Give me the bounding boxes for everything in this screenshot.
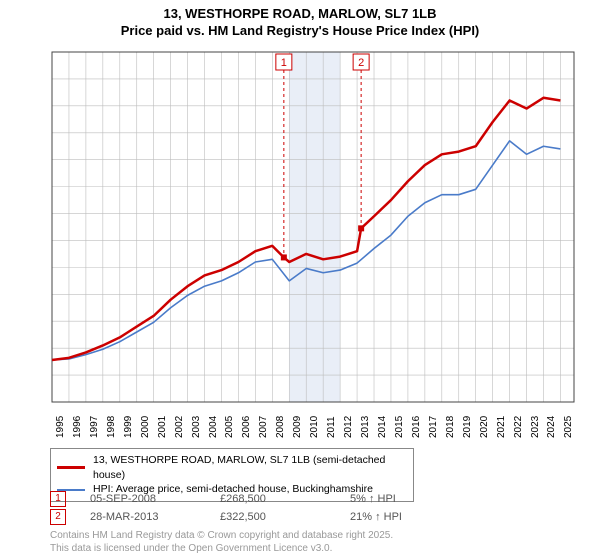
- marker-price-1: £268,500: [220, 493, 350, 505]
- line-chart: £0£50K£100K£150K£200K£250K£300K£350K£400…: [50, 48, 580, 408]
- svg-text:2: 2: [358, 57, 364, 69]
- x-tick-label: 2020: [479, 416, 490, 438]
- x-tick-label: 2001: [157, 416, 168, 438]
- marker-badge-2: 2: [50, 509, 66, 525]
- x-tick-label: 2015: [394, 416, 405, 438]
- x-tick-label: 1998: [106, 416, 117, 438]
- marker-date-2: 28-MAR-2013: [90, 511, 220, 523]
- chart-title: 13, WESTHORPE ROAD, MARLOW, SL7 1LB Pric…: [0, 0, 600, 40]
- x-tick-label: 1995: [55, 416, 66, 438]
- marker-badge-1: 1: [50, 491, 66, 507]
- marker-row-2: 2 28-MAR-2013 £322,500 21% ↑ HPI: [50, 508, 480, 526]
- x-tick-label: 1999: [123, 416, 134, 438]
- x-tick-label: 2003: [191, 416, 202, 438]
- legend-swatch-property: [57, 466, 85, 469]
- x-tick-label: 2007: [258, 416, 269, 438]
- x-tick-label: 2025: [563, 416, 574, 438]
- marker-table: 1 05-SEP-2008 £268,500 5% ↑ HPI 2 28-MAR…: [50, 490, 480, 526]
- x-tick-label: 1997: [89, 416, 100, 438]
- x-tick-label: 2008: [275, 416, 286, 438]
- credit-line-2: This data is licensed under the Open Gov…: [50, 543, 393, 556]
- x-tick-label: 2024: [546, 416, 557, 438]
- x-tick-label: 2014: [377, 416, 388, 438]
- x-tick-label: 2005: [224, 416, 235, 438]
- title-line-1: 13, WESTHORPE ROAD, MARLOW, SL7 1LB: [0, 6, 600, 23]
- title-line-2: Price paid vs. HM Land Registry's House …: [0, 23, 600, 40]
- marker-delta-2: 21% ↑ HPI: [350, 511, 480, 523]
- legend-item-property: 13, WESTHORPE ROAD, MARLOW, SL7 1LB (sem…: [57, 453, 407, 482]
- x-tick-label: 2017: [428, 416, 439, 438]
- credit-line-1: Contains HM Land Registry data © Crown c…: [50, 530, 393, 543]
- x-tick-label: 2023: [530, 416, 541, 438]
- marker-delta-1: 5% ↑ HPI: [350, 493, 480, 505]
- x-tick-label: 2013: [360, 416, 371, 438]
- x-tick-label: 2018: [445, 416, 456, 438]
- x-tick-label: 2016: [411, 416, 422, 438]
- x-tick-label: 2019: [462, 416, 473, 438]
- x-tick-label: 2021: [496, 416, 507, 438]
- x-tick-label: 2012: [343, 416, 354, 438]
- x-tick-label: 2010: [309, 416, 320, 438]
- marker-row-1: 1 05-SEP-2008 £268,500 5% ↑ HPI: [50, 490, 480, 508]
- x-tick-label: 2002: [174, 416, 185, 438]
- x-tick-label: 2004: [208, 416, 219, 438]
- x-tick-label: 2006: [241, 416, 252, 438]
- marker-date-1: 05-SEP-2008: [90, 493, 220, 505]
- chart-container: 13, WESTHORPE ROAD, MARLOW, SL7 1LB Pric…: [0, 0, 600, 560]
- x-tick-label: 2022: [513, 416, 524, 438]
- x-tick-label: 2000: [140, 416, 151, 438]
- x-tick-label: 1996: [72, 416, 83, 438]
- svg-text:1: 1: [281, 57, 287, 69]
- marker-price-2: £322,500: [220, 511, 350, 523]
- x-tick-label: 2011: [326, 416, 337, 438]
- credit-text: Contains HM Land Registry data © Crown c…: [50, 530, 393, 555]
- legend-label-property: 13, WESTHORPE ROAD, MARLOW, SL7 1LB (sem…: [93, 453, 407, 482]
- x-tick-label: 2009: [292, 416, 303, 438]
